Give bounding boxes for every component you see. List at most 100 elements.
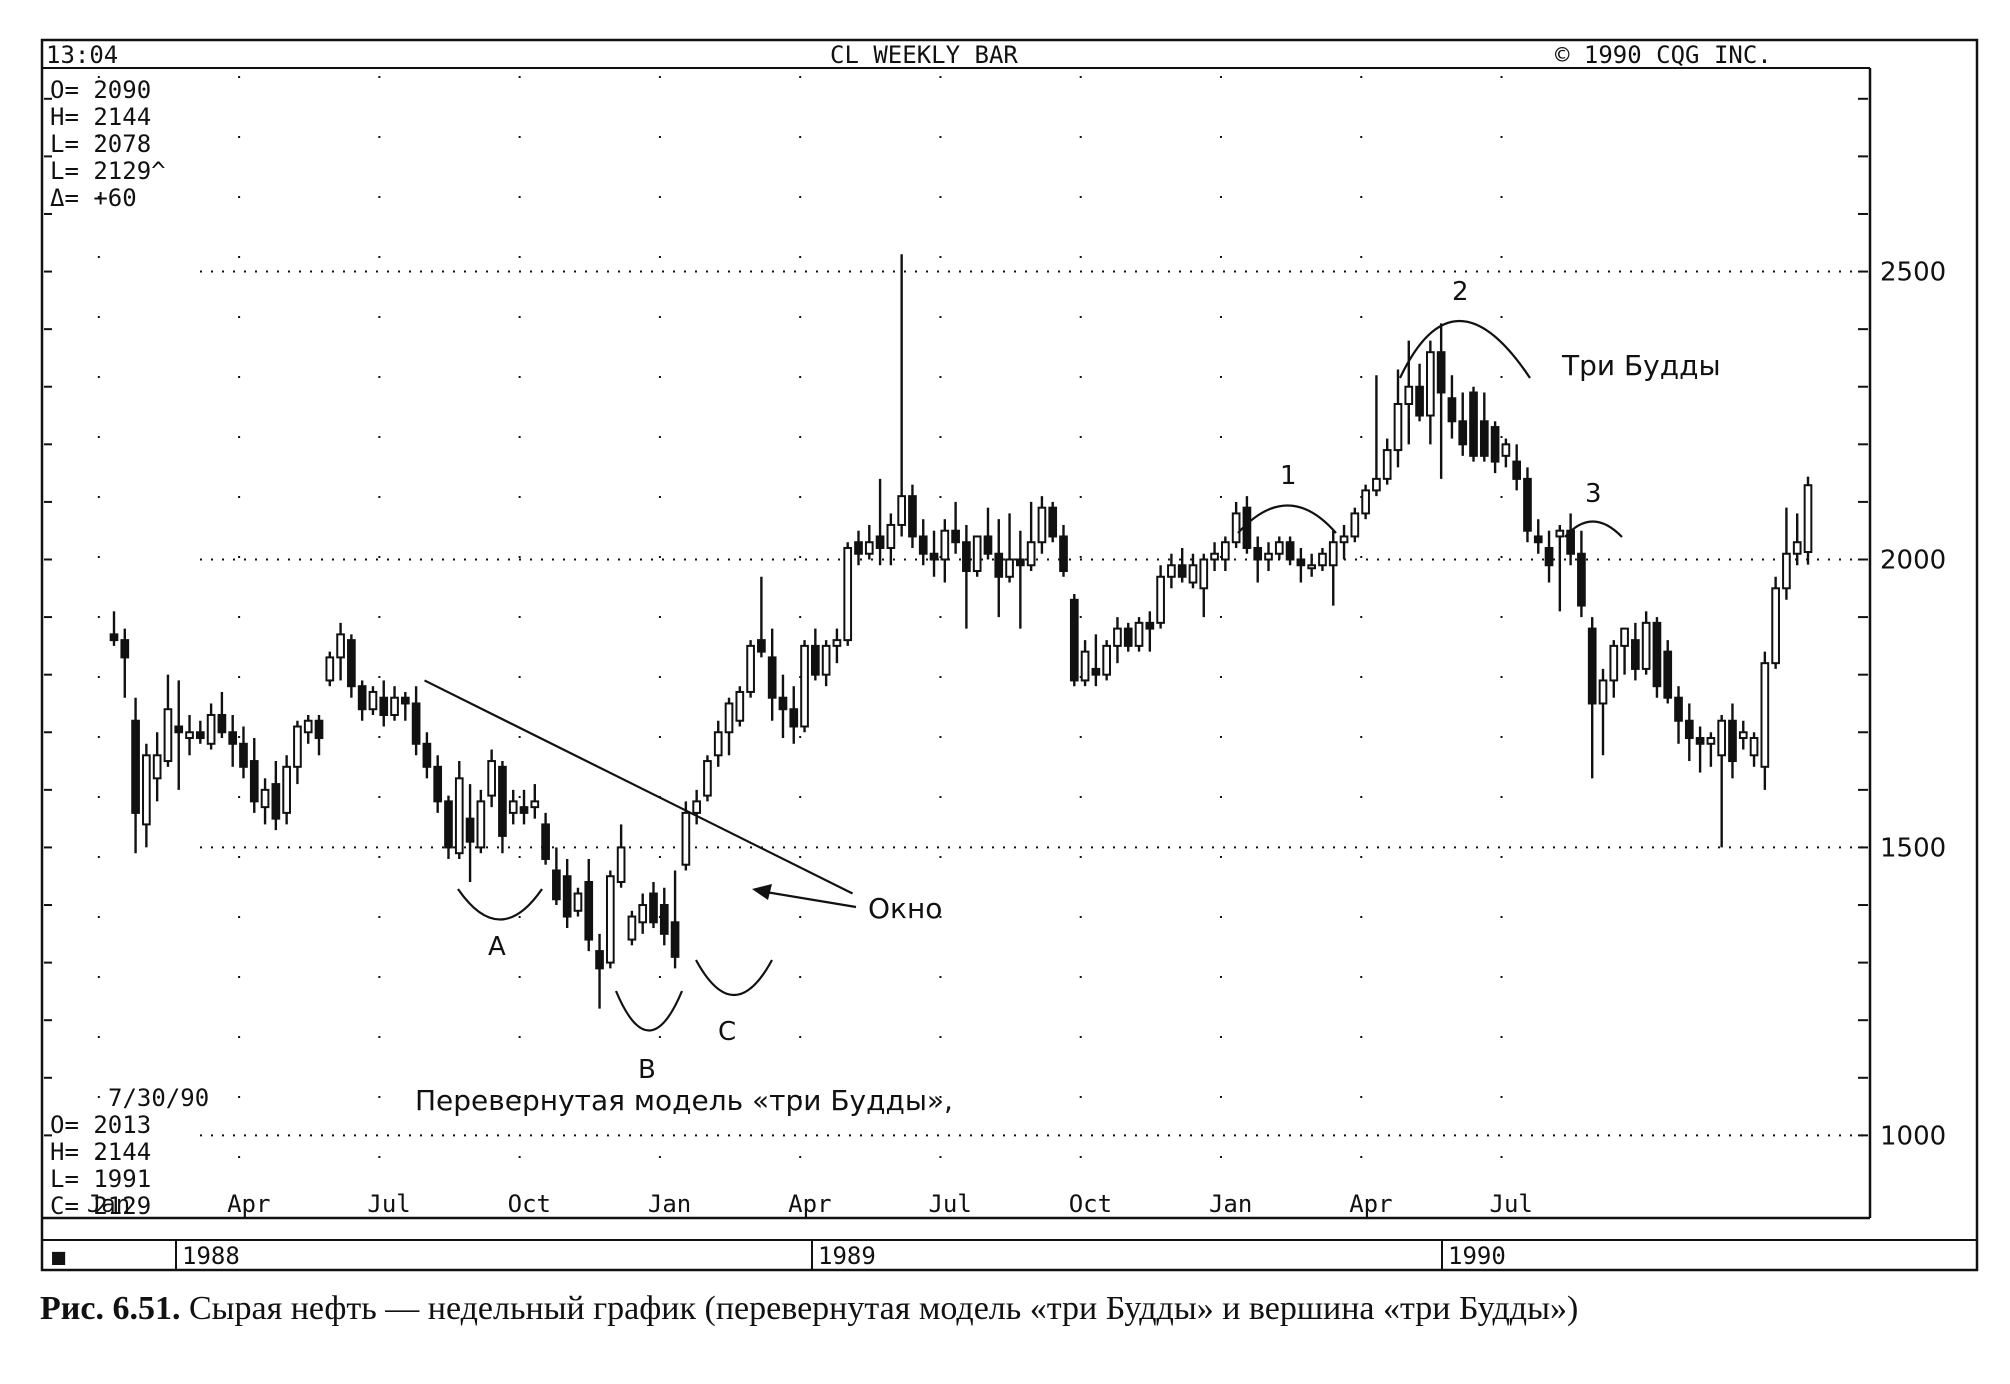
candle (962, 524, 971, 629)
x-tick-label: Oct (508, 1190, 551, 1218)
window-arrow-shaft (759, 889, 857, 909)
candle-body-up (843, 546, 853, 642)
candle (217, 691, 227, 739)
candle-body-down (1587, 627, 1597, 705)
candle (562, 858, 572, 929)
candle-body-up (821, 644, 831, 676)
candle (487, 749, 496, 808)
candle-body-down (962, 541, 971, 573)
candle (476, 789, 486, 854)
candle (293, 720, 302, 785)
candle-body-up (1426, 351, 1435, 417)
candle (1782, 507, 1791, 600)
candle-body-down (498, 765, 507, 837)
x-tick-label: Jul (367, 1190, 410, 1218)
quote-top-line: Δ= +60 (50, 184, 137, 212)
candle (1760, 651, 1770, 790)
candle (1533, 519, 1543, 554)
candle-body-down (994, 552, 1004, 578)
candle (1231, 501, 1241, 548)
candle (573, 887, 583, 917)
candle (1199, 553, 1209, 618)
candle-body-up (390, 696, 399, 716)
candle-body-up (476, 800, 486, 849)
candle-body-up (627, 915, 637, 941)
candle (1177, 547, 1187, 583)
candle (638, 893, 648, 934)
candle-body-down (433, 765, 443, 803)
candle (1393, 369, 1403, 468)
candle-body-up (735, 690, 745, 722)
candle (411, 686, 421, 756)
candle-body-down (1285, 541, 1295, 561)
x-tick-label: Jan (87, 1190, 130, 1218)
candle-body-down (767, 656, 777, 699)
candle (541, 812, 550, 865)
candle-body-up (142, 754, 151, 826)
candle-body-up (1026, 541, 1036, 567)
axis-layer: 1000 1500 2000 2500 Jan Apr Jul Oct Jan Apr Jul Oct… (44, 97, 1946, 1218)
candle-body-down (465, 817, 475, 843)
candle-body-up (940, 529, 950, 561)
candle (390, 686, 399, 721)
candle-body-down (541, 823, 550, 860)
candle-body-down (1415, 385, 1424, 417)
grid-layer (97, 76, 1868, 1188)
candle (864, 524, 874, 560)
candle-body-up (605, 875, 615, 964)
candle-body-up (1717, 719, 1727, 757)
candle-body-down (1544, 546, 1554, 567)
candle-body-down (951, 529, 960, 544)
candle-body-up (1803, 484, 1813, 554)
candle (422, 732, 432, 779)
candle (703, 755, 712, 802)
candle (1717, 714, 1727, 848)
arc-1 (1237, 504, 1337, 534)
candle-body-up (1598, 679, 1608, 705)
candle-body-up (1372, 477, 1381, 492)
candle (433, 755, 443, 813)
candle-body-down (1631, 639, 1640, 670)
candle-body-up (1156, 575, 1165, 624)
candle (163, 674, 173, 767)
candle-body-up (681, 811, 691, 866)
candle (1749, 732, 1759, 767)
candle-body-down (314, 719, 324, 740)
candle-body-up (1210, 552, 1219, 561)
candle (929, 530, 939, 577)
candle-body-down (1145, 621, 1155, 630)
candle-body-down (670, 921, 680, 958)
candle (1803, 476, 1813, 565)
candle (1037, 496, 1047, 554)
candle (1620, 627, 1629, 675)
candle (131, 697, 140, 854)
label-c: C (718, 1017, 736, 1047)
candle-body-down (1490, 426, 1500, 463)
candle-body-down (908, 495, 917, 538)
candle (1382, 438, 1392, 485)
candle-body-down (195, 731, 205, 740)
candle-body-down (217, 713, 227, 734)
candle-body-down (1533, 535, 1543, 544)
candle (1631, 622, 1640, 681)
candle (1566, 513, 1575, 566)
candle-body-down (1458, 420, 1468, 446)
candle (584, 858, 594, 952)
candle-body-up (1738, 731, 1748, 740)
candle-body-down (757, 639, 766, 653)
candle (444, 795, 453, 859)
candle (918, 519, 928, 566)
label-3: 3 (1585, 479, 1602, 509)
candle (1792, 513, 1802, 566)
arc-2 (1399, 320, 1531, 379)
quote-top-line: L= 2078 (50, 130, 151, 158)
candle-body-down (109, 633, 119, 642)
quote-top: O= 2090 H= 2144 L= 2078 L= 2129^ Δ= +60 (50, 76, 166, 212)
candle (670, 870, 680, 969)
y-tick-label: 1000 (1880, 1121, 1946, 1151)
figure-number: Рис. 6.51. (40, 1290, 181, 1327)
candle-body-up (1221, 541, 1230, 561)
candle (357, 680, 367, 721)
candle-body-down (1523, 477, 1532, 532)
candle-body-up (1350, 512, 1360, 538)
